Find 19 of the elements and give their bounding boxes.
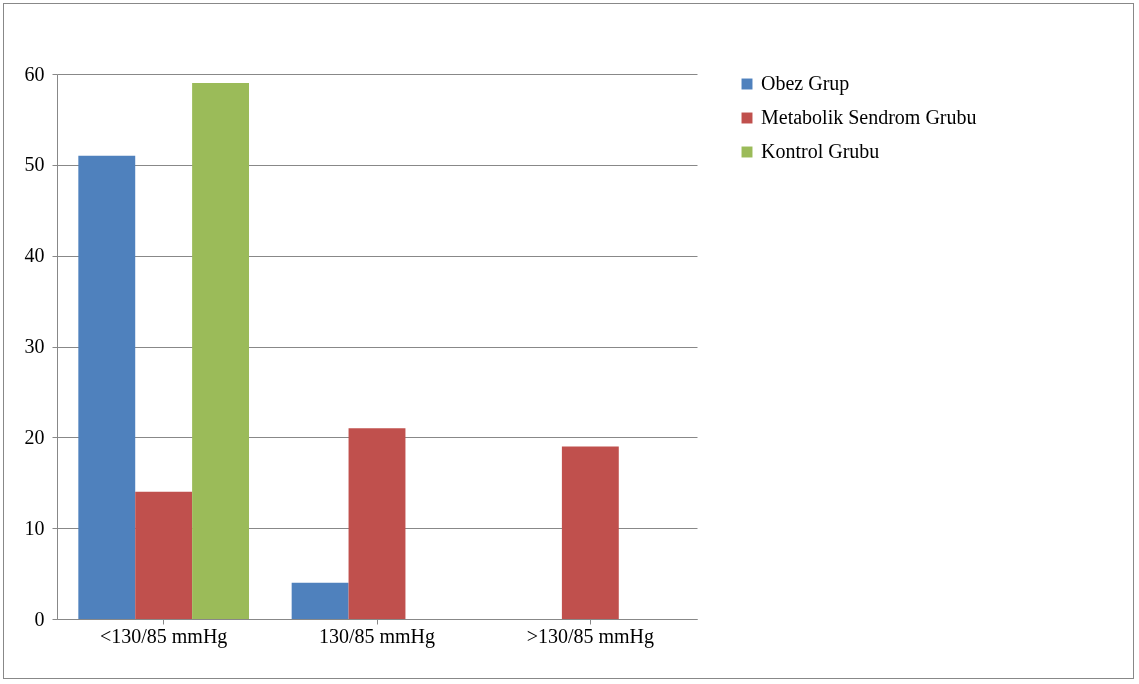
bar: [135, 491, 193, 619]
bar: [78, 155, 136, 619]
y-tick-label: 60: [24, 62, 45, 85]
bar: [561, 446, 619, 619]
bar: [291, 582, 349, 619]
bar: [192, 83, 249, 619]
y-tick-label: 50: [24, 153, 45, 176]
x-tick-label: 130/85 mmHg: [318, 624, 436, 648]
y-tick-label: 0: [34, 607, 45, 630]
legend-label: Kontrol Grubu: [761, 140, 880, 162]
y-tick-label: 10: [24, 516, 45, 539]
legend-label: Obez Grup: [761, 72, 850, 95]
x-tick-label: <130/85 mmHg: [99, 624, 228, 648]
legend-label: Metabolik Sendrom Grubu: [761, 106, 977, 128]
x-tick-label: >130/85 mmHg: [526, 624, 655, 648]
y-tick-label: 20: [24, 425, 45, 448]
y-tick-label: 40: [24, 244, 45, 267]
bar: [348, 428, 406, 619]
y-tick-label: 30: [24, 335, 45, 357]
